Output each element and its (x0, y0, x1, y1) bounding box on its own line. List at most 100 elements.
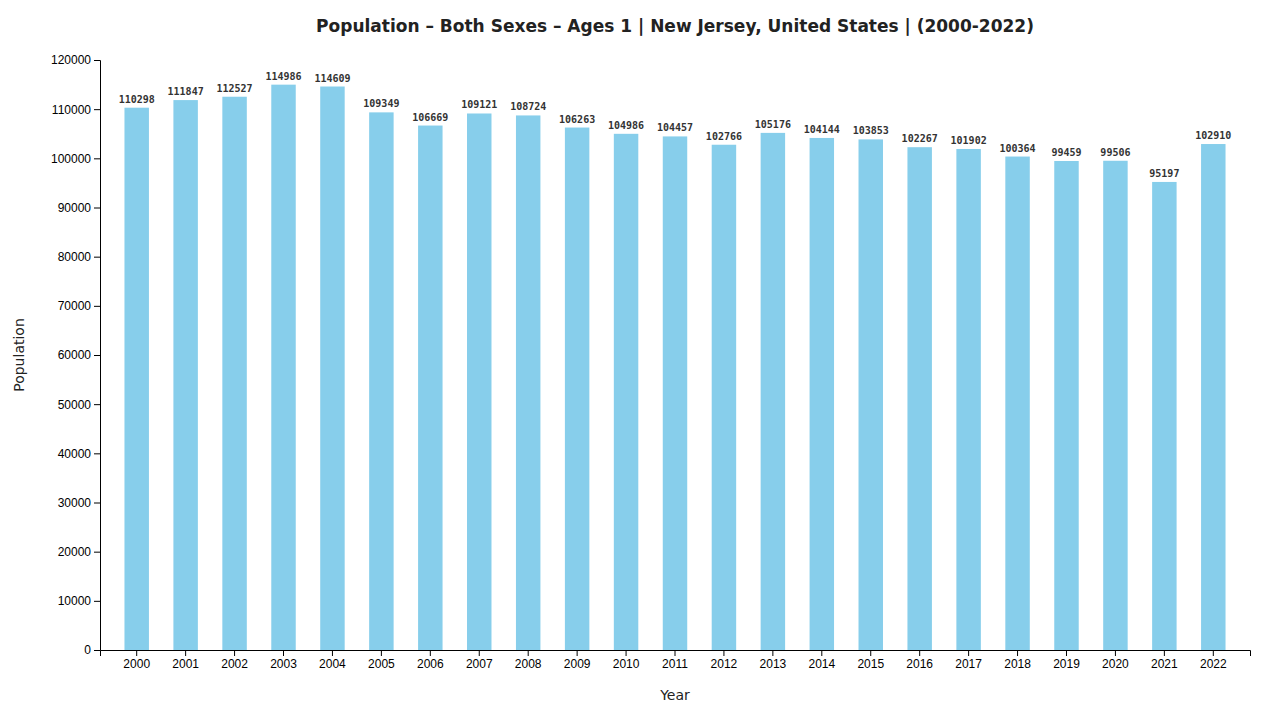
x-tick: 2021 (1151, 650, 1178, 671)
y-axis-title: Population (11, 318, 27, 392)
data-label: 99459 (1051, 147, 1081, 158)
y-tick: 70000 (58, 299, 100, 313)
x-tick-label: 2018 (1004, 657, 1031, 671)
y-tick-label: 0 (84, 643, 91, 657)
bar (1054, 161, 1078, 650)
bar (956, 149, 980, 650)
y-tick: 90000 (58, 201, 100, 215)
x-tick: 2005 (368, 650, 395, 671)
x-tick: 2020 (1102, 650, 1129, 671)
x-tick: 2017 (955, 650, 982, 671)
y-tick-mark (94, 552, 100, 553)
x-tick-mark (1164, 650, 1165, 656)
x-tick-mark (870, 650, 871, 656)
x-tick-mark (577, 650, 578, 656)
bar (859, 139, 883, 650)
data-label: 102910 (1195, 130, 1231, 141)
y-tick: 60000 (58, 348, 100, 362)
x-tick: 2001 (172, 650, 199, 671)
x-tick-mark (185, 650, 186, 656)
data-label: 102766 (706, 131, 742, 142)
bar (1005, 157, 1029, 650)
data-label: 101902 (951, 135, 987, 146)
x-tick-mark (1213, 650, 1214, 656)
x-tick: 2006 (417, 650, 444, 671)
bar (712, 145, 736, 650)
y-tick: 110000 (52, 103, 100, 117)
data-label: 102267 (902, 133, 938, 144)
y-axis-line (94, 61, 101, 651)
x-tick-label: 2017 (955, 657, 982, 671)
x-tick-label: 2019 (1053, 657, 1080, 671)
data-label: 109349 (363, 98, 399, 109)
x-tick-label: 2010 (613, 657, 640, 671)
data-label: 109121 (461, 99, 497, 110)
x-tick-mark (919, 650, 920, 656)
x-tick-mark (772, 650, 773, 656)
y-tick-mark (94, 601, 100, 602)
y-tick-mark (94, 306, 100, 307)
x-tick-label: 2008 (515, 657, 542, 671)
chart-svg: 2000 2001 2002 2003 2004 2005 2006 2007 2008 2009… (0, 0, 1280, 720)
data-label: 95197 (1149, 168, 1179, 179)
bar (271, 85, 295, 650)
data-label: 99506 (1100, 147, 1130, 158)
x-tick-mark (968, 650, 969, 656)
x-tick-label: 2015 (857, 657, 884, 671)
x-tick-label: 2009 (564, 657, 591, 671)
bar (1152, 182, 1176, 650)
x-tick-mark (1115, 650, 1116, 656)
x-tick-label: 2013 (760, 657, 787, 671)
x-tick-mark (430, 650, 431, 656)
x-tick: 2018 (1004, 650, 1031, 671)
x-tick-mark (1017, 650, 1018, 656)
x-tick-label: 2007 (466, 657, 493, 671)
x-axis-line (101, 651, 1251, 657)
y-tick-label: 10000 (58, 594, 92, 608)
y-tick-mark (94, 208, 100, 209)
x-tick-mark (1066, 650, 1067, 656)
bar (369, 112, 393, 650)
y-tick-mark (94, 109, 100, 110)
x-tick: 2015 (857, 650, 884, 671)
x-tick: 2004 (319, 650, 346, 671)
bar (320, 87, 344, 650)
y-tick: 30000 (58, 496, 100, 510)
data-label: 100364 (999, 143, 1035, 154)
x-tick-label: 2022 (1200, 657, 1227, 671)
y-tick-mark (94, 404, 100, 405)
bar (222, 97, 246, 650)
x-axis-title: Year (659, 687, 690, 703)
x-tick: 2022 (1200, 650, 1227, 671)
x-tick: 2011 (662, 650, 688, 671)
x-tick-mark (283, 650, 284, 656)
y-tick-label: 90000 (58, 201, 92, 215)
x-tick-mark (381, 650, 382, 656)
y-tick: 10000 (58, 594, 100, 608)
data-label: 105176 (755, 119, 791, 130)
x-tick-mark (136, 650, 137, 656)
x-tick-label: 2003 (270, 657, 297, 671)
x-tick-label: 2004 (319, 657, 346, 671)
bar (1103, 161, 1127, 650)
x-tick: 2012 (711, 650, 738, 671)
x-tick: 2019 (1053, 650, 1080, 671)
x-tick: 2000 (123, 650, 150, 671)
x-tick: 2007 (466, 650, 493, 671)
x-tick: 2003 (270, 650, 297, 671)
y-tick: 0 (84, 643, 100, 657)
y-tick-label: 20000 (58, 545, 92, 559)
x-tick-label: 2000 (123, 657, 150, 671)
data-label: 114986 (265, 71, 301, 82)
data-label: 110298 (119, 94, 155, 105)
data-label: 104144 (804, 124, 840, 135)
y-tick-mark (94, 453, 100, 454)
x-tick-label: 2011 (662, 657, 688, 671)
bar (761, 133, 785, 650)
x-tick-label: 2020 (1102, 657, 1129, 671)
data-label: 106263 (559, 114, 595, 125)
bar (810, 138, 834, 650)
x-tick-mark (332, 650, 333, 656)
x-tick: 2002 (221, 650, 248, 671)
y-tick-label: 50000 (58, 398, 92, 412)
